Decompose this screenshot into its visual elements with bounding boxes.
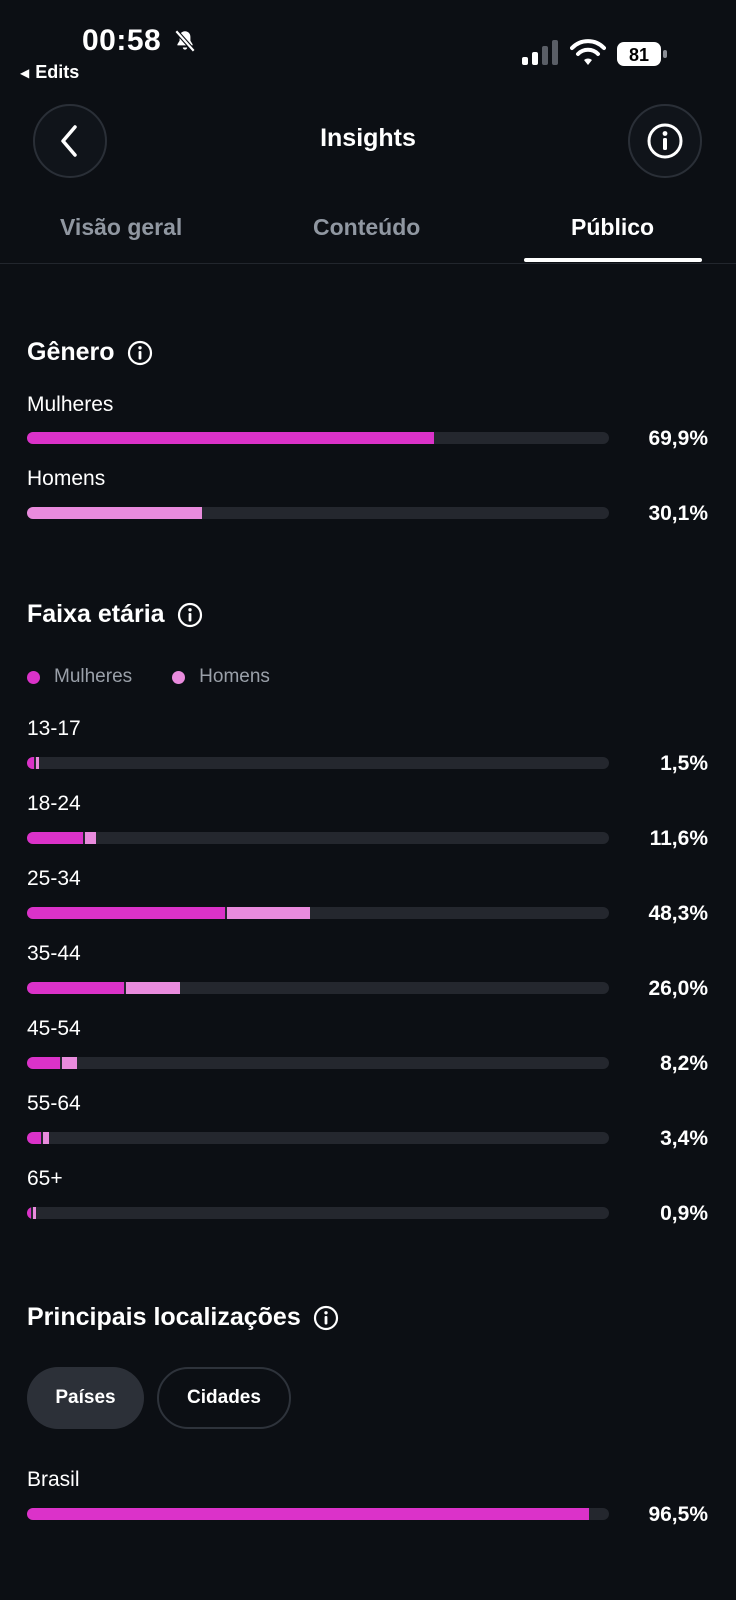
- age-fill-women: [27, 832, 83, 844]
- age-info-icon[interactable]: [177, 602, 203, 628]
- location-fill-brasil: [27, 1508, 589, 1520]
- age-label: 65+: [27, 1167, 63, 1190]
- age-bar: [27, 1207, 609, 1219]
- age-title: Faixa etária: [27, 600, 165, 628]
- battery-level: 81: [629, 45, 649, 65]
- back-to-app-link[interactable]: ◀ Edits: [20, 62, 79, 83]
- age-fill-men: [125, 982, 181, 994]
- active-tab-indicator: [524, 258, 702, 262]
- age-fill-men: [84, 832, 97, 844]
- tab-bar: Visão geral Conteúdo Público: [0, 198, 736, 264]
- locations-info-icon[interactable]: [313, 1305, 339, 1331]
- age-fill-women: [27, 1057, 60, 1069]
- age-fill-women: [27, 1207, 31, 1219]
- age-pct: 8,2%: [660, 1052, 708, 1075]
- gender-fill-women: [27, 432, 434, 444]
- location-pct-brasil: 96,5%: [648, 1503, 708, 1526]
- legend-dot-women: [27, 670, 40, 684]
- wifi-icon: [570, 39, 606, 65]
- age-label: 18-24: [27, 792, 81, 815]
- tab-audience[interactable]: Público: [571, 214, 655, 240]
- age-fill-women: [27, 907, 225, 919]
- age-label: 45-54: [27, 1017, 81, 1040]
- age-label: 35-44: [27, 942, 81, 965]
- page-title: Insights: [320, 124, 416, 152]
- info-icon: [647, 123, 683, 159]
- chip-countries[interactable]: Países: [27, 1367, 144, 1429]
- legend-dot-men: [172, 670, 186, 684]
- back-app-label: Edits: [35, 62, 80, 82]
- gender-info-icon[interactable]: [127, 340, 153, 366]
- cellular-signal-icon: [522, 40, 558, 65]
- age-bar: [27, 1057, 609, 1069]
- gender-title: Gênero: [27, 338, 115, 366]
- age-pct: 1,5%: [660, 752, 708, 775]
- age-label: 13-17: [27, 717, 81, 740]
- legend-label-men: Homens: [199, 666, 270, 687]
- status-time: 00:58: [82, 24, 162, 57]
- age-section-title: Faixa etária: [27, 600, 203, 629]
- gender-label-women: Mulheres: [27, 393, 114, 416]
- location-bar-brasil: [27, 1508, 609, 1520]
- gender-section-title: Gênero: [27, 338, 153, 367]
- location-label-brasil: Brasil: [27, 1468, 80, 1491]
- age-fill-women: [27, 757, 34, 769]
- status-bar: 00:58 ◀ Edits 81: [0, 0, 736, 90]
- legend-item-men: Homens: [172, 666, 270, 688]
- age-fill-women: [27, 1132, 41, 1144]
- age-legend: Mulheres Homens: [27, 666, 310, 688]
- age-fill-women: [27, 982, 124, 994]
- locations-title: Principais localizações: [27, 1303, 301, 1331]
- age-bar: [27, 907, 609, 919]
- battery-icon: 81: [617, 42, 667, 66]
- gender-fill-men: [27, 507, 203, 519]
- gender-pct-women: 69,9%: [648, 427, 708, 450]
- locations-section-title: Principais localizações: [27, 1303, 339, 1332]
- chip-cities[interactable]: Cidades: [157, 1367, 291, 1429]
- gender-label-men: Homens: [27, 467, 106, 490]
- info-button[interactable]: [628, 104, 702, 178]
- age-fill-men: [33, 1207, 36, 1219]
- bell-muted-icon: [174, 29, 196, 53]
- tab-overview[interactable]: Visão geral: [60, 214, 183, 240]
- chevron-left-icon: [61, 125, 77, 157]
- age-bar: [27, 757, 609, 769]
- tab-content[interactable]: Conteúdo: [313, 214, 421, 240]
- age-pct: 11,6%: [649, 827, 708, 850]
- age-fill-men: [42, 1132, 49, 1144]
- age-label: 55-64: [27, 1092, 81, 1115]
- age-bar: [27, 982, 609, 994]
- header: Insights: [0, 100, 736, 184]
- gender-bar-men: [27, 507, 609, 519]
- age-fill-men: [35, 757, 39, 769]
- age-label: 25-34: [27, 867, 81, 890]
- legend-label-women: Mulheres: [54, 666, 133, 687]
- age-pct: 26,0%: [648, 977, 708, 1000]
- age-bar: [27, 832, 609, 844]
- gender-bar-women: [27, 432, 609, 444]
- age-fill-men: [61, 1057, 77, 1069]
- age-fill-men: [226, 907, 311, 919]
- back-button[interactable]: [33, 104, 107, 178]
- age-pct: 0,9%: [660, 1202, 708, 1225]
- legend-item-women: Mulheres: [27, 666, 132, 688]
- gender-pct-men: 30,1%: [648, 502, 708, 525]
- back-triangle-icon: ◀: [20, 65, 30, 80]
- age-bar: [27, 1132, 609, 1144]
- age-pct: 48,3%: [648, 902, 708, 925]
- age-pct: 3,4%: [660, 1127, 708, 1150]
